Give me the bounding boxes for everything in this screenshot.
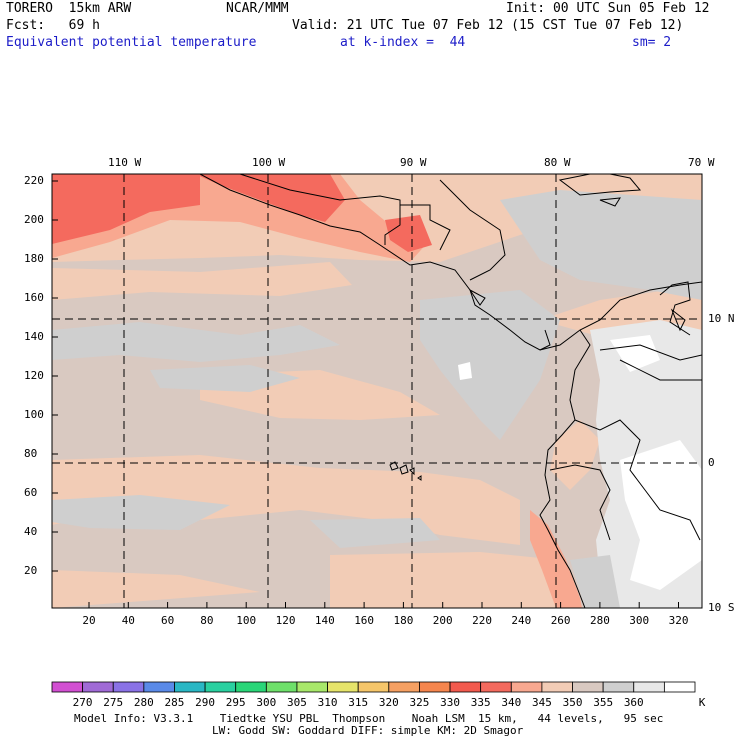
x-tick-label: 320 bbox=[668, 614, 689, 627]
y-tick-label: 220 bbox=[24, 174, 44, 187]
lat-label-10n: 10 N bbox=[708, 312, 735, 325]
colorbar-swatch bbox=[204, 681, 237, 693]
colorbar-swatch bbox=[235, 681, 267, 693]
colorbar-swatch bbox=[602, 681, 635, 693]
x-tick-label: 180 bbox=[393, 614, 414, 627]
valid-time: Valid: 21 UTC Tue 07 Feb 12 (15 CST Tue … bbox=[292, 18, 684, 33]
x-tick-label: 220 bbox=[472, 614, 492, 627]
colorbar-label: 310 bbox=[317, 696, 338, 709]
y-tick-label: 200 bbox=[24, 213, 44, 226]
plot-frame bbox=[51, 173, 703, 609]
x-tick-label: 260 bbox=[550, 614, 571, 627]
model-name: TORERO 15km ARW bbox=[6, 1, 132, 16]
x-tick-label: 160 bbox=[354, 614, 375, 627]
colorbar-swatch bbox=[143, 681, 175, 693]
colorbar-swatch bbox=[82, 681, 114, 693]
colorbar-swatch bbox=[51, 681, 84, 693]
y-tick-label: 80 bbox=[24, 447, 38, 460]
x-axis bbox=[88, 602, 679, 608]
colorbar-label: 360 bbox=[623, 696, 644, 709]
colorbar-swatch bbox=[633, 681, 665, 693]
colorbar-label: 340 bbox=[501, 696, 522, 709]
y-tick-label: 40 bbox=[24, 525, 38, 538]
smoothing: sm= 2 bbox=[632, 35, 672, 50]
lat-label-10s: 10 S bbox=[708, 601, 735, 614]
colorbar-swatch bbox=[388, 681, 420, 693]
colorbar-label: 305 bbox=[287, 696, 307, 709]
x-tick-label: 100 bbox=[236, 614, 257, 627]
colorbar-label: 290 bbox=[195, 696, 216, 709]
colorbar-swatch bbox=[327, 681, 359, 693]
colorbar-label: 280 bbox=[133, 696, 154, 709]
colorbar-label: 330 bbox=[440, 696, 460, 709]
lon-label-70w: 70 W bbox=[688, 156, 715, 169]
y-axis bbox=[52, 180, 58, 572]
colorbar-swatch bbox=[449, 681, 482, 693]
x-tick-label: 200 bbox=[432, 614, 453, 627]
x-tick-label: 60 bbox=[161, 614, 175, 627]
y-tick-label: 60 bbox=[24, 486, 38, 499]
colorbar-label: 315 bbox=[348, 696, 369, 709]
colorbar-swatch bbox=[174, 681, 206, 693]
colorbar-label: 300 bbox=[256, 696, 277, 709]
field-name: Equivalent potential temperature bbox=[6, 35, 257, 50]
colorbar-label: 320 bbox=[378, 696, 399, 709]
y-tick-label: 120 bbox=[24, 369, 44, 382]
x-tick-label: 300 bbox=[629, 614, 650, 627]
colorbar-swatch bbox=[480, 681, 512, 693]
lat-label-0: 0 bbox=[708, 456, 715, 469]
colorbar-swatch bbox=[510, 681, 543, 693]
colorbar-swatch bbox=[112, 681, 145, 693]
level-index: at k-index = 44 bbox=[340, 35, 466, 50]
theta-e-field bbox=[52, 174, 702, 608]
colorbar-swatch bbox=[419, 681, 451, 693]
x-tick-label: 40 bbox=[121, 614, 135, 627]
colorbar-label: 345 bbox=[531, 696, 552, 709]
coastlines bbox=[199, 174, 702, 608]
init-time: Init: 00 UTC Sun 05 Feb 12 bbox=[506, 1, 710, 16]
colorbar-swatch bbox=[541, 681, 573, 693]
x-tick-label: 80 bbox=[200, 614, 214, 627]
y-tick-label: 180 bbox=[24, 252, 44, 265]
colorbar-swatch bbox=[296, 681, 328, 693]
y-tick-label: 160 bbox=[24, 291, 44, 304]
center-name: NCAR/MMM bbox=[226, 1, 289, 16]
colorbar-label: 275 bbox=[103, 696, 124, 709]
colorbar-swatch bbox=[265, 681, 298, 693]
graticule bbox=[52, 174, 702, 608]
lon-label-100w: 100 W bbox=[252, 156, 286, 169]
x-tick-label: 20 bbox=[82, 614, 96, 627]
colorbar-label: 355 bbox=[593, 696, 614, 709]
y-tick-label: 100 bbox=[24, 408, 44, 421]
colorbar-swatch bbox=[663, 681, 696, 693]
colorbar-label: 350 bbox=[562, 696, 583, 709]
lon-label-110w: 110 W bbox=[108, 156, 142, 169]
lon-label-90w: 90 W bbox=[400, 156, 427, 169]
x-tick-label: 280 bbox=[590, 614, 610, 627]
colorbar-label: 325 bbox=[409, 696, 430, 709]
colorbar-label: 270 bbox=[72, 696, 93, 709]
x-tick-label: 120 bbox=[275, 614, 296, 627]
colorbar-swatch bbox=[572, 681, 604, 693]
lon-label-80w: 80 W bbox=[544, 156, 571, 169]
y-tick-label: 20 bbox=[24, 564, 38, 577]
colorbar-label: 335 bbox=[470, 696, 491, 709]
colorbar-label: 285 bbox=[164, 696, 185, 709]
y-tick-label: 140 bbox=[24, 330, 44, 343]
colorbar-swatch bbox=[357, 681, 390, 693]
forecast-hour: Fcst: 69 h bbox=[6, 18, 100, 33]
x-tick-label: 240 bbox=[511, 614, 532, 627]
x-tick-label: 140 bbox=[314, 614, 335, 627]
colorbar-unit: K bbox=[698, 696, 706, 709]
colorbar-label: 295 bbox=[225, 696, 246, 709]
model-info: Model Info: V3.3.1 Tiedtke YSU PBL Thomp… bbox=[74, 712, 664, 725]
physics-info: LW: Godd SW: Goddard DIFF: simple KM: 2D… bbox=[212, 724, 524, 737]
colorbar bbox=[51, 681, 696, 693]
